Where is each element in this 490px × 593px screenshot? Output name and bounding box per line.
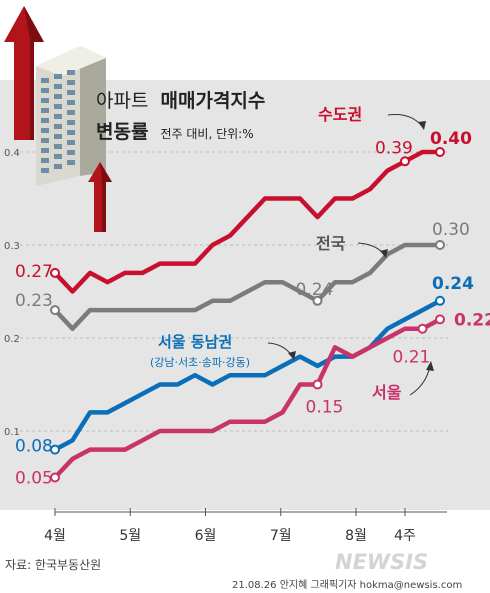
data-label: 0.22	[454, 310, 490, 330]
series-line	[52, 317, 443, 480]
building-window	[54, 164, 62, 169]
leader-arrow-icon	[418, 121, 426, 130]
data-point	[435, 295, 445, 306]
building-window	[67, 70, 75, 75]
building-window	[54, 144, 62, 149]
y-tick-label: 0.2	[4, 334, 20, 345]
x-tick-label: 8월	[345, 528, 367, 544]
title-bold: 매매가격지수	[161, 90, 266, 112]
data-label: 0.24	[432, 274, 474, 294]
y-tick-label: 0.4	[4, 148, 20, 159]
chart-subtitle: 변동률 전주 대비, 단위:%	[96, 121, 254, 143]
building-window	[41, 158, 49, 163]
data-point	[50, 472, 60, 483]
data-point	[50, 444, 60, 455]
y-tick-labels: 0.1 0.2 0.3 0.4	[4, 148, 20, 438]
data-label: 0.15	[306, 398, 344, 418]
building-window	[67, 100, 75, 105]
series-note-gangnam: (강남·서초·송파·강동)	[150, 356, 250, 369]
y-tick-label: 0.1	[4, 427, 20, 438]
leader-arrow-icon	[426, 361, 434, 371]
building-window	[54, 84, 62, 89]
data-point	[435, 240, 445, 250]
data-label: 0.21	[393, 348, 431, 368]
building-window	[41, 138, 49, 143]
data-label: 0.05	[15, 469, 53, 489]
data-point	[50, 267, 60, 278]
building-window	[54, 74, 62, 79]
data-label: 0.08	[15, 437, 53, 457]
building-window	[67, 140, 75, 145]
data-point	[312, 379, 323, 390]
building-window	[67, 160, 75, 165]
series-line	[52, 298, 443, 452]
data-label: 0.24	[296, 280, 334, 300]
x-tick-labels: 4월 5월 6월 7월 8월 4주	[44, 508, 416, 544]
building-window	[67, 120, 75, 125]
building-window	[41, 78, 49, 83]
x-tick-label: 7월	[270, 528, 292, 544]
series-line	[52, 149, 443, 294]
series-annotations: 0.27 0.39 0.40 0.23 0.24 0.30 0.08 0.24 0.05 0.15…	[15, 105, 490, 489]
series-name-seoul: 서울	[372, 383, 402, 402]
building-window	[41, 108, 49, 113]
building-window	[41, 98, 49, 103]
title-light: 아파트	[96, 90, 148, 112]
building-window	[41, 118, 49, 123]
series-name-capital: 수도권	[318, 105, 362, 124]
data-point	[435, 314, 445, 325]
x-tick-label: 6월	[195, 528, 217, 544]
data-point	[417, 323, 428, 334]
subtitle-bold: 변동률	[96, 121, 148, 143]
building-window	[67, 130, 75, 135]
series-line	[52, 242, 443, 331]
data-label: 0.39	[375, 138, 413, 158]
subtitle-unit: 전주 대비, 단위:%	[161, 127, 254, 141]
building-window	[67, 110, 75, 115]
watermark: NEWSIS	[335, 550, 428, 574]
building-window	[41, 168, 49, 173]
building-window	[67, 80, 75, 85]
series-name-gangnam: 서울 동남권	[158, 333, 232, 351]
data-label: 0.30	[432, 220, 470, 240]
building-window	[54, 154, 62, 159]
credit-text: 21.08.26 안지혜 그래픽기자 hokma@newsis.com	[232, 579, 462, 591]
series-name-national: 전국	[316, 234, 346, 253]
data-label: 0.23	[15, 291, 53, 311]
building-window	[41, 88, 49, 93]
data-label: 0.40	[430, 129, 472, 149]
building-window	[41, 148, 49, 153]
data-label: 0.27	[15, 262, 53, 282]
building-window	[54, 114, 62, 119]
chart-title: 아파트 매매가격지수	[96, 90, 265, 112]
source-text: 자료: 한국부동산원	[5, 558, 101, 572]
leader-arrow-icon	[288, 351, 296, 360]
building-window	[54, 104, 62, 109]
building-window	[54, 94, 62, 99]
leader-arrow-icon	[380, 249, 388, 258]
y-tick-label: 0.3	[4, 241, 20, 252]
x-tick-label: 5월	[119, 528, 141, 544]
building-window	[41, 128, 49, 133]
building-illustration	[4, 6, 112, 232]
data-point	[50, 305, 60, 316]
building-window	[67, 90, 75, 95]
building-window	[67, 150, 75, 155]
x-tick-label: 4주	[394, 528, 416, 544]
building-windows	[41, 70, 75, 173]
data-point	[400, 156, 410, 167]
data-point	[312, 295, 323, 306]
x-tick-label: 4월	[44, 528, 66, 544]
building-window	[54, 124, 62, 129]
data-point	[435, 147, 445, 157]
series-lines	[50, 147, 445, 483]
building-window	[54, 134, 62, 139]
